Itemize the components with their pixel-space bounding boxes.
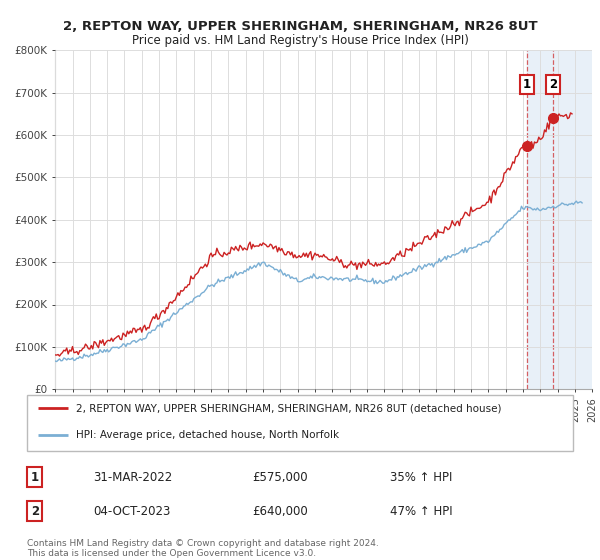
Text: HPI: Average price, detached house, North Norfolk: HPI: Average price, detached house, Nort… [76,430,339,440]
Text: 2: 2 [549,78,557,91]
Text: Price paid vs. HM Land Registry's House Price Index (HPI): Price paid vs. HM Land Registry's House … [131,34,469,46]
Text: 2, REPTON WAY, UPPER SHERINGHAM, SHERINGHAM, NR26 8UT: 2, REPTON WAY, UPPER SHERINGHAM, SHERING… [62,20,538,32]
Text: 2, REPTON WAY, UPPER SHERINGHAM, SHERINGHAM, NR26 8UT (detached house): 2, REPTON WAY, UPPER SHERINGHAM, SHERING… [76,403,502,413]
Text: 1: 1 [523,78,532,91]
Text: Contains HM Land Registry data © Crown copyright and database right 2024.
This d: Contains HM Land Registry data © Crown c… [27,539,379,558]
Bar [527,50,592,389]
Text: 47% ↑ HPI: 47% ↑ HPI [390,505,452,518]
Text: 1: 1 [31,470,39,484]
Text: 35% ↑ HPI: 35% ↑ HPI [390,470,452,484]
Text: £575,000: £575,000 [252,470,308,484]
Text: 2: 2 [31,505,39,518]
Text: 04-OCT-2023: 04-OCT-2023 [93,505,170,518]
Text: 31-MAR-2022: 31-MAR-2022 [93,470,172,484]
FancyBboxPatch shape [27,395,573,451]
Text: £640,000: £640,000 [252,505,308,518]
